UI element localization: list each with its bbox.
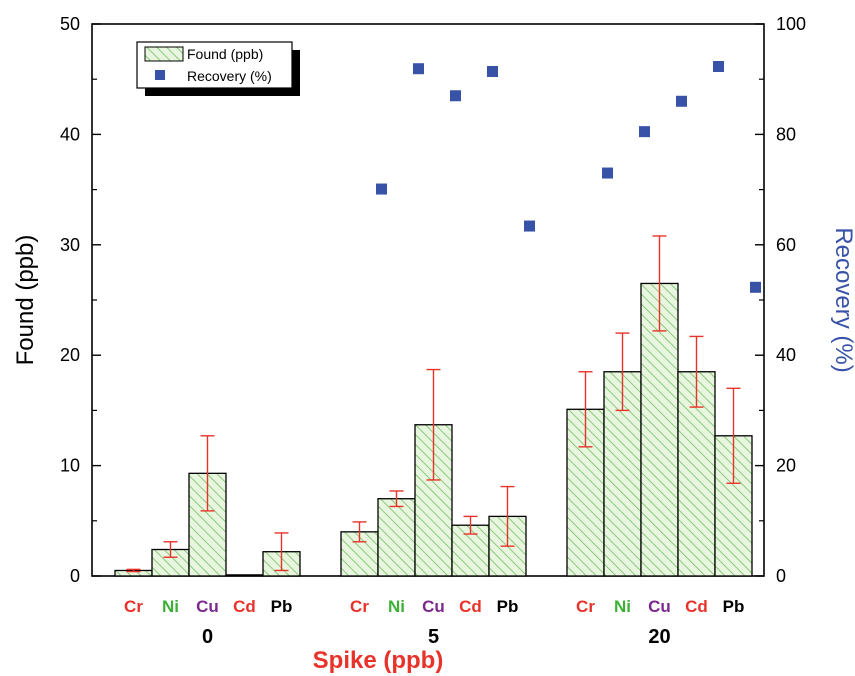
recovery-marker-5-Pb bbox=[524, 220, 535, 232]
recovery-marker-5-Cd bbox=[487, 65, 498, 77]
bar-20-Pb bbox=[714, 435, 753, 577]
recovery-marker-20-Ni bbox=[639, 126, 650, 138]
element-label-20-Cd: Cd bbox=[685, 597, 708, 616]
legend-swatch-found bbox=[144, 46, 184, 62]
legend-label-found: Found (ppb) bbox=[187, 46, 263, 62]
y-left-tick-label-0: 0 bbox=[70, 566, 80, 586]
element-label-0-Cd: Cd bbox=[233, 597, 256, 616]
y-axis-left-title: Found (ppb) bbox=[12, 235, 39, 366]
legend: Found (ppb) Recovery (%) bbox=[136, 41, 300, 96]
element-label-0-Cr: Cr bbox=[124, 597, 143, 616]
bar-5-Ni bbox=[377, 498, 416, 577]
element-label-5-Cr: Cr bbox=[350, 597, 369, 616]
group-label-20: 20 bbox=[648, 626, 670, 648]
element-label-5-Cu: Cu bbox=[422, 597, 445, 616]
recovery-marker-5-Ni bbox=[413, 63, 424, 75]
y-right-tick-label-80: 80 bbox=[776, 124, 796, 144]
legend-marker-recovery bbox=[155, 70, 165, 80]
recovery-marker-20-Cr bbox=[602, 167, 613, 179]
x-axis-title: Spike (ppb) bbox=[313, 647, 444, 674]
recovery-markers-layer bbox=[376, 61, 761, 293]
y-left-tick-label-10: 10 bbox=[60, 456, 80, 476]
recovery-marker-20-Cd bbox=[713, 61, 724, 73]
y-right-tick-label-40: 40 bbox=[776, 345, 796, 365]
y-right-tick-label-60: 60 bbox=[776, 235, 796, 255]
recovery-marker-20-Pb bbox=[750, 281, 761, 293]
y-left-tick-label-20: 20 bbox=[60, 345, 80, 365]
recovery-marker-5-Cr bbox=[376, 183, 387, 195]
error-bars-layer bbox=[126, 235, 741, 573]
axes-layer: 0 10 20 30 40 50 0 20 40 60 80 100 bbox=[60, 14, 806, 586]
element-label-5-Pb: Pb bbox=[497, 597, 519, 616]
legend-label-recovery: Recovery (%) bbox=[187, 68, 272, 84]
element-label-0-Pb: Pb bbox=[271, 597, 293, 616]
bar-0-Cd bbox=[225, 574, 264, 577]
group-label-5: 5 bbox=[428, 626, 439, 648]
bar-5-Cd bbox=[451, 524, 490, 577]
recovery-marker-20-Cu bbox=[676, 95, 687, 107]
y-left-tick-label-30: 30 bbox=[60, 235, 80, 255]
y-right-tick-label-0: 0 bbox=[776, 566, 786, 586]
recovery-marker-5-Cu bbox=[450, 90, 461, 102]
bar-20-Cu bbox=[640, 282, 679, 577]
element-label-5-Ni: Ni bbox=[388, 597, 405, 616]
element-label-20-Cr: Cr bbox=[576, 597, 595, 616]
element-label-20-Pb: Pb bbox=[723, 597, 745, 616]
group-label-0: 0 bbox=[202, 626, 213, 648]
category-labels-layer: Cr Ni Cu Cd Pb 0 Cr Ni Cu Cd Pb 5 Cr Ni Cu Cd Pb 20 bbox=[124, 597, 744, 648]
element-label-0-Cu: Cu bbox=[196, 597, 219, 616]
element-label-5-Cd: Cd bbox=[459, 597, 482, 616]
y-axis-right-title: Recovery (%) bbox=[830, 227, 855, 372]
y-left-tick-label-50: 50 bbox=[60, 14, 80, 34]
element-label-0-Ni: Ni bbox=[162, 597, 179, 616]
element-label-20-Ni: Ni bbox=[614, 597, 631, 616]
element-label-20-Cu: Cu bbox=[648, 597, 671, 616]
y-left-tick-label-40: 40 bbox=[60, 124, 80, 144]
y-right-tick-label-20: 20 bbox=[776, 456, 796, 476]
y-right-tick-label-100: 100 bbox=[776, 14, 806, 34]
